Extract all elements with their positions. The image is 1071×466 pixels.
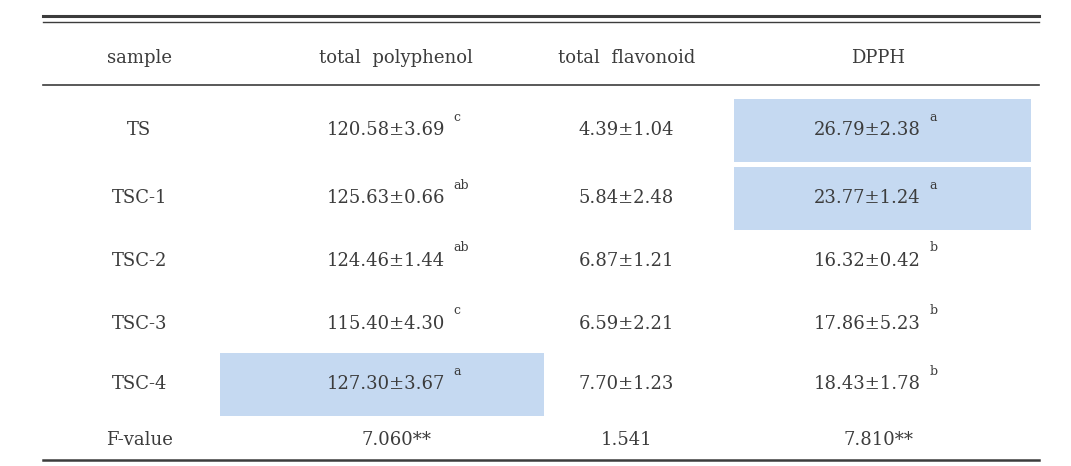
Text: 16.32±0.42: 16.32±0.42 <box>814 252 921 270</box>
Text: 26.79±2.38: 26.79±2.38 <box>814 122 921 139</box>
Text: ab: ab <box>453 178 469 192</box>
Text: TSC-2: TSC-2 <box>111 252 167 270</box>
Bar <box>220 353 544 416</box>
Text: 125.63±0.66: 125.63±0.66 <box>327 189 444 207</box>
Text: F-value: F-value <box>106 432 172 449</box>
Text: 1.541: 1.541 <box>601 432 652 449</box>
Text: b: b <box>930 304 937 317</box>
Text: c: c <box>453 111 461 124</box>
Text: a: a <box>453 365 461 378</box>
Text: a: a <box>930 111 937 124</box>
Bar <box>734 99 1031 162</box>
Text: 18.43±1.78: 18.43±1.78 <box>814 376 921 393</box>
Text: 7.060**: 7.060** <box>361 432 432 449</box>
Text: 7.70±1.23: 7.70±1.23 <box>578 376 675 393</box>
Text: 127.30±3.67: 127.30±3.67 <box>327 376 444 393</box>
Text: 115.40±4.30: 115.40±4.30 <box>327 315 444 333</box>
Text: total  flavonoid: total flavonoid <box>558 49 695 67</box>
Text: c: c <box>453 304 461 317</box>
Text: 6.59±2.21: 6.59±2.21 <box>578 315 675 333</box>
Text: TSC-1: TSC-1 <box>111 189 167 207</box>
Text: 6.87±1.21: 6.87±1.21 <box>578 252 675 270</box>
Text: sample: sample <box>107 49 171 67</box>
Text: 4.39±1.04: 4.39±1.04 <box>578 122 675 139</box>
Text: 5.84±2.48: 5.84±2.48 <box>579 189 674 207</box>
Text: total  polyphenol: total polyphenol <box>319 49 473 67</box>
Bar <box>734 167 1031 230</box>
Text: b: b <box>930 241 937 254</box>
Text: TS: TS <box>127 122 151 139</box>
Text: TSC-3: TSC-3 <box>111 315 167 333</box>
Text: 120.58±3.69: 120.58±3.69 <box>327 122 444 139</box>
Text: TSC-4: TSC-4 <box>111 376 167 393</box>
Text: 17.86±5.23: 17.86±5.23 <box>814 315 921 333</box>
Text: a: a <box>930 178 937 192</box>
Text: b: b <box>930 365 937 378</box>
Text: 124.46±1.44: 124.46±1.44 <box>327 252 444 270</box>
Text: DPPH: DPPH <box>851 49 905 67</box>
Text: 7.810**: 7.810** <box>843 432 914 449</box>
Text: ab: ab <box>453 241 469 254</box>
Text: 23.77±1.24: 23.77±1.24 <box>814 189 921 207</box>
